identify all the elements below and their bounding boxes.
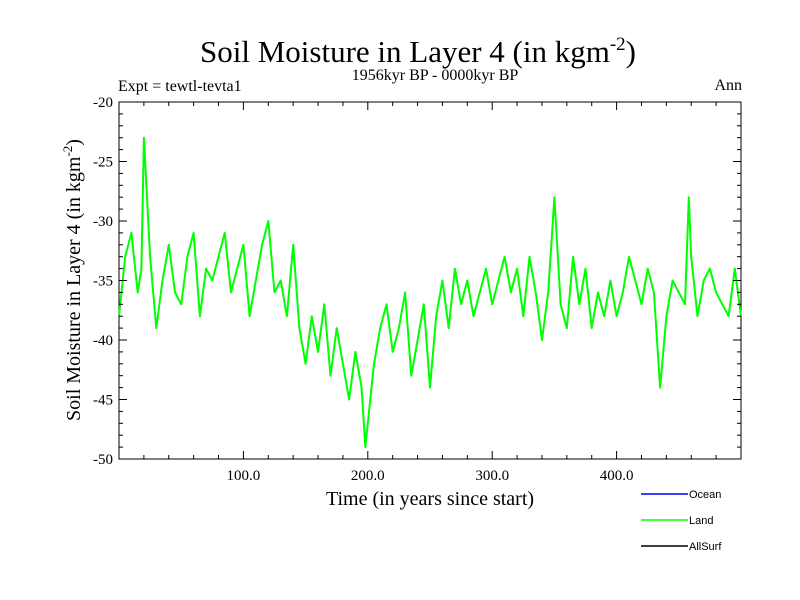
y-tick-label: -40 — [93, 333, 113, 349]
x-tick-label: 400.0 — [600, 468, 634, 484]
x-axis-label: Time (in years since start) — [326, 488, 534, 510]
chart-subtitle: 1956kyr BP - 0000kyr BP — [352, 67, 519, 84]
x-axis-ticks: 100.0 200.0 300.0 400.0 — [118, 102, 742, 484]
series-line-land — [118, 136, 742, 449]
y-axis-label: Soil Moisture in Layer 4 (in kgm-2) — [60, 139, 85, 421]
legend-label-ocean: Ocean — [689, 489, 721, 501]
experiment-label: Expt = tewtl-tevta1 — [118, 78, 242, 95]
x-tick-label: 100.0 — [227, 468, 261, 484]
legend: Ocean Land AllSurf — [641, 489, 722, 553]
y-tick-label: -20 — [93, 95, 113, 111]
x-tick-label: 200.0 — [351, 468, 385, 484]
y-tick-label: -45 — [93, 393, 113, 409]
legend-label-allsurf: AllSurf — [689, 541, 722, 553]
y-axis-ticks: -20 -25 -30 -35 -40 -45 -50 — [93, 95, 741, 468]
y-tick-label: -50 — [93, 452, 113, 468]
y-tick-label: -25 — [93, 155, 113, 171]
season-label: Ann — [714, 77, 742, 94]
y-tick-label: -30 — [93, 214, 113, 230]
chart-title: Soil Moisture in Layer 4 (in kgm-2) — [200, 34, 636, 69]
x-tick-label: 300.0 — [475, 468, 509, 484]
y-tick-label: -35 — [93, 274, 113, 290]
legend-label-land: Land — [689, 515, 713, 527]
